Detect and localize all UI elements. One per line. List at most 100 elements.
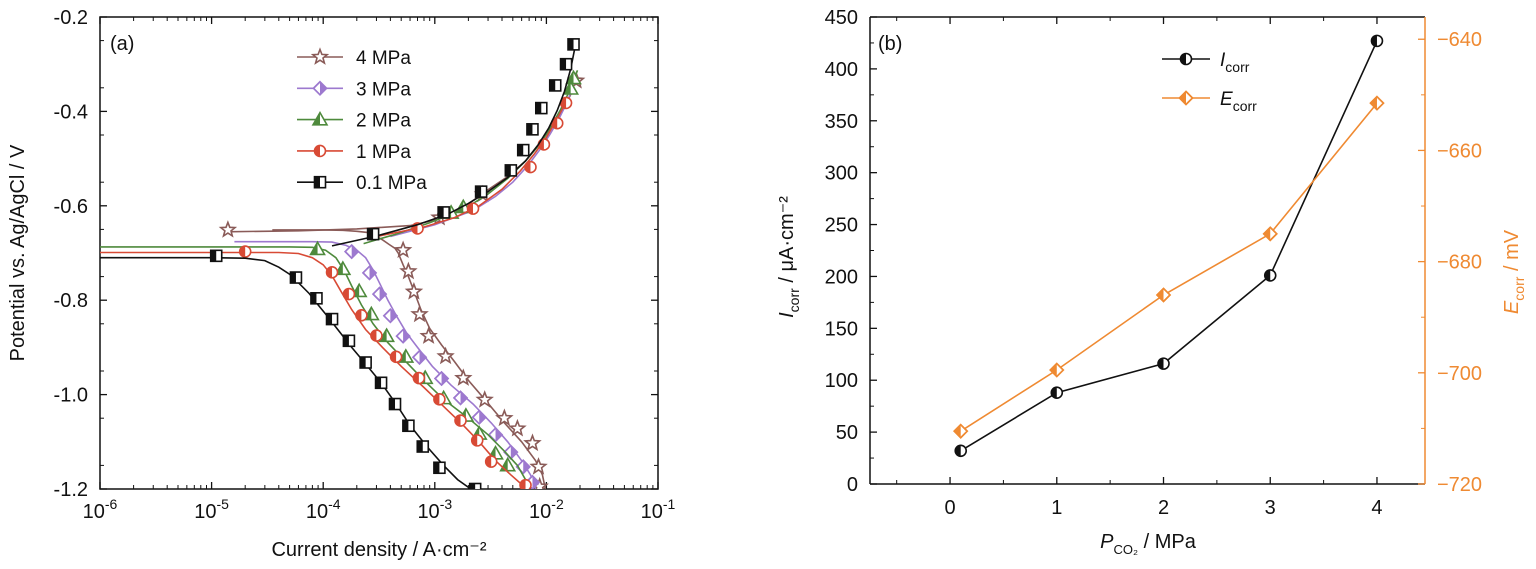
series-line (100, 251, 530, 489)
y-left-tick-label: 350 (825, 111, 858, 133)
series-layer-a (100, 38, 586, 489)
data-point (325, 312, 339, 326)
data-point (355, 309, 368, 322)
data-point (550, 116, 564, 130)
polarization-chart: 10-6 10-5 10-4 10-3 10-2 10-1 -0.2 -0.4 -0.6 -0.8… (7, 7, 676, 561)
legend-marker (311, 110, 329, 126)
corrosion-parameter-chart: 0 1 2 3 4 0 50 100 150 200 250 300 350 400 450 −640 −660… (776, 7, 1527, 557)
y-left-tick-label: 200 (825, 266, 858, 288)
data-point (325, 266, 339, 279)
data-point (411, 349, 428, 365)
panel-label-b: (b) (878, 33, 902, 55)
legend-label: Icorr (1220, 50, 1250, 75)
data-point (382, 308, 399, 324)
data-point (359, 356, 372, 369)
y-right-tick-label: −700 (1437, 363, 1482, 385)
x-tick-label: 10-4 (306, 496, 341, 523)
data-point (1155, 287, 1172, 303)
x-tick-label: 2 (1158, 497, 1169, 519)
data-point (452, 390, 469, 406)
data-point (562, 80, 580, 95)
y-tick-label: -1.0 (54, 385, 88, 407)
y-right-axis-title: Ecorr / mV (1501, 229, 1527, 314)
data-point (454, 414, 467, 427)
series-line (234, 240, 537, 489)
series-line (100, 246, 530, 489)
y-left-tick-label: 450 (825, 7, 858, 29)
legend-marker (1179, 52, 1193, 66)
legend-marker (310, 47, 330, 65)
data-point (523, 433, 542, 452)
series-line (376, 101, 567, 238)
legend-a: 4 MPa 3 MPa 2 MPa 1 MPa 0.1 MPa (297, 47, 427, 194)
data-point (548, 79, 562, 92)
x-tick-label: 10-6 (83, 496, 118, 523)
data-point (399, 261, 418, 280)
series-4-mpa (218, 70, 586, 489)
series-1-mpa (100, 96, 573, 489)
data-point (508, 418, 527, 437)
y-right-tick-label: −680 (1437, 252, 1482, 274)
y-axis-title: Potential vs. Ag/AgCl / V (7, 144, 29, 361)
data-point (524, 160, 537, 174)
panel-label-a: (a) (110, 33, 134, 55)
y-left-tick-label: 50 (836, 422, 858, 444)
data-point (468, 482, 482, 489)
data-point (371, 286, 388, 302)
data-point (1050, 386, 1064, 399)
data-point (342, 334, 356, 348)
series-line (960, 40, 1378, 452)
data-point (433, 393, 446, 406)
data-point (374, 376, 388, 390)
data-point (474, 185, 488, 198)
data-point (388, 397, 402, 411)
x-tick-label: 10-5 (194, 496, 229, 523)
data-point (366, 227, 380, 241)
data-point (484, 455, 498, 468)
data-point (516, 143, 530, 157)
data-point (393, 240, 413, 258)
data-point (419, 326, 438, 344)
data-point (1262, 226, 1278, 242)
data-point (529, 457, 548, 475)
data-point (437, 206, 450, 219)
data-point (1263, 269, 1277, 282)
y-tick-label: -1.2 (54, 479, 88, 501)
legend-b: Icorr Ecorr (1162, 50, 1257, 114)
series-ecorr (953, 95, 1385, 439)
data-point (416, 440, 430, 453)
data-point (344, 243, 360, 260)
y-right-tick-label: −720 (1437, 474, 1482, 496)
x-tick-label: 3 (1265, 497, 1276, 519)
data-point (559, 96, 573, 110)
data-point (567, 38, 580, 51)
y-tick-label: -0.2 (54, 7, 88, 29)
x-tick-label: 1 (1051, 497, 1062, 519)
y-tick-label: -0.8 (54, 290, 88, 312)
legend-label: 2 MPa (356, 111, 411, 132)
data-point (495, 408, 514, 427)
data-point (519, 478, 532, 489)
x-tick-label: 10-1 (641, 496, 676, 523)
legend-label: 0.1 MPa (356, 173, 427, 194)
data-point (1049, 362, 1065, 378)
legend-label: 4 MPa (356, 48, 411, 69)
data-point (471, 409, 487, 425)
y-tick-label: -0.4 (54, 101, 88, 123)
data-point (404, 281, 424, 300)
x-axis-title: Current density / A·cm⁻² (271, 539, 486, 561)
series-0-1-mpa (100, 38, 580, 489)
data-point (504, 164, 518, 177)
data-point (515, 459, 531, 475)
data-point (309, 240, 326, 256)
data-point (402, 419, 415, 433)
x-axis-title: PCO₂ / MPa (1100, 531, 1197, 557)
data-point (487, 427, 504, 443)
x-tick-label: 0 (944, 497, 955, 519)
legend-label: 3 MPa (356, 79, 411, 100)
data-point (454, 368, 473, 386)
data-point (1370, 34, 1384, 48)
data-point (1369, 95, 1385, 111)
data-point (310, 292, 323, 305)
